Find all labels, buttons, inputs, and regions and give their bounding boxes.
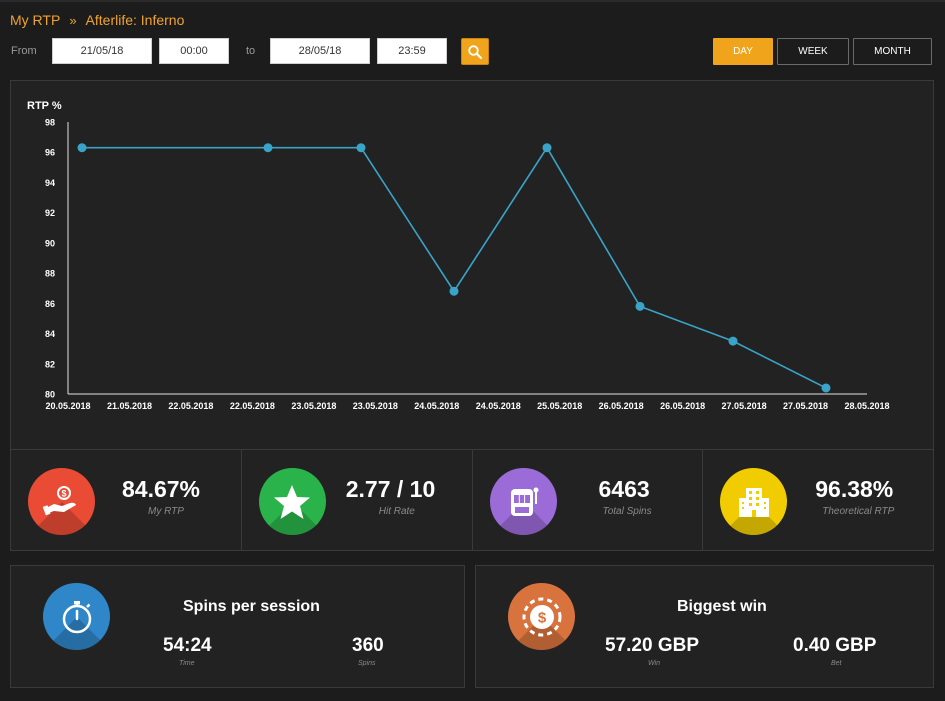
rtp-data-point — [635, 301, 645, 311]
y-tick-label: 80 — [45, 390, 55, 400]
x-tick-label: 27.05.2018 — [722, 401, 767, 411]
biggest-win-title: Biggest win — [677, 598, 767, 615]
slot-machine-icon — [489, 468, 557, 535]
x-tick-label: 28.05.2018 — [844, 401, 889, 411]
session-time-label: Time — [179, 660, 195, 667]
search-button[interactable] — [461, 38, 489, 65]
from-date-input[interactable] — [52, 38, 152, 64]
session-spins-label: Spins — [358, 660, 376, 667]
rtp-series-line — [82, 146, 827, 389]
x-tick-label: 23.05.2018 — [353, 401, 398, 411]
top-divider — [0, 0, 945, 2]
stopwatch-icon — [43, 583, 110, 650]
stat-my-rtp: $ 84.67% My RTP — [11, 450, 242, 550]
my-rtp-value: 84.67% — [122, 476, 201, 502]
stats-row: $ 84.67% My RTP 2.77 / 10 Hit Rate — [10, 449, 934, 551]
y-tick-label: 86 — [45, 299, 55, 309]
search-icon — [468, 44, 483, 59]
y-tick-label: 90 — [45, 238, 55, 248]
breadcrumb-current: Afterlife: Inferno — [85, 12, 185, 28]
to-date-input[interactable] — [270, 38, 370, 64]
theoretical-rtp-label: Theoretical RTP — [822, 506, 895, 517]
x-tick-label: 25.05.2018 — [537, 401, 582, 411]
spins-per-session-panel: Spins per session 54:24 Time 360 Spins — [10, 565, 465, 688]
stat-hit-rate: 2.77 / 10 Hit Rate — [242, 450, 473, 550]
total-spins-label: Total Spins — [602, 506, 652, 517]
y-tick-label: 98 — [45, 118, 55, 128]
x-tick-label: 26.05.2018 — [660, 401, 705, 411]
to-time-input[interactable] — [377, 38, 447, 64]
x-tick-label: 24.05.2018 — [414, 401, 459, 411]
from-label: From — [11, 45, 37, 57]
biggest-win-label: Win — [648, 660, 660, 667]
rtp-data-point — [449, 286, 459, 296]
to-label: to — [246, 45, 256, 57]
rtp-data-point — [356, 143, 366, 153]
total-spins-value: 6463 — [598, 476, 650, 502]
rtp-data-point — [542, 143, 552, 153]
x-tick-label: 24.05.2018 — [476, 401, 521, 411]
svg-text:$: $ — [61, 488, 66, 498]
period-month-button[interactable]: MONTH — [853, 38, 932, 65]
rtp-data-point — [263, 143, 273, 153]
y-axis-label: RTP % — [27, 100, 62, 112]
breadcrumb: My RTP » Afterlife: Inferno — [10, 12, 184, 28]
rtp-data-point — [728, 336, 738, 346]
y-tick-label: 94 — [45, 178, 55, 188]
x-tick-label: 22.05.2018 — [230, 401, 275, 411]
session-time-value: 54:24 — [163, 635, 212, 656]
period-week-button[interactable]: WEEK — [777, 38, 849, 65]
y-tick-label: 96 — [45, 148, 55, 158]
stat-theoretical-rtp: 96.38% Theoretical RTP — [703, 450, 933, 550]
x-tick-label: 22.05.2018 — [168, 401, 213, 411]
y-tick-label: 84 — [45, 329, 55, 339]
star-icon — [258, 468, 326, 535]
svg-text:$: $ — [537, 609, 546, 626]
casino-chip-icon: $ — [508, 583, 575, 650]
x-tick-label: 23.05.2018 — [291, 401, 336, 411]
biggest-win-panel: $ Biggest win 57.20 GBP Win 0.40 GBP Bet — [475, 565, 934, 688]
building-icon — [720, 468, 788, 535]
from-time-input[interactable] — [159, 38, 229, 64]
hit-rate-label: Hit Rate — [378, 506, 415, 517]
y-tick-label: 92 — [45, 208, 55, 218]
my-rtp-label: My RTP — [148, 506, 184, 517]
y-tick-label: 82 — [45, 359, 55, 369]
period-day-button[interactable]: DAY — [713, 38, 773, 65]
x-tick-label: 26.05.2018 — [599, 401, 644, 411]
x-tick-label: 27.05.2018 — [783, 401, 828, 411]
money-hand-icon: $ — [28, 468, 95, 535]
rtp-data-point — [821, 383, 831, 393]
stat-total-spins: 6463 Total Spins — [473, 450, 704, 550]
x-tick-label: 20.05.2018 — [45, 401, 90, 411]
breadcrumb-separator: » — [69, 12, 77, 28]
biggest-win-value: 57.20 GBP — [605, 635, 699, 656]
biggest-bet-label: Bet — [831, 660, 842, 667]
y-tick-label: 88 — [45, 269, 55, 279]
biggest-bet-value: 0.40 GBP — [793, 635, 877, 656]
x-tick-label: 21.05.2018 — [107, 401, 152, 411]
rtp-chart-panel: RTP % 80 82 84 86 88 90 92 94 96 98 20.05.2018 21.05… — [10, 80, 934, 451]
rtp-data-point — [77, 143, 87, 153]
spins-per-session-title: Spins per session — [183, 598, 320, 615]
rtp-line-chart: RTP % 80 82 84 86 88 90 92 94 96 98 20.05.2018 21.05… — [27, 100, 890, 411]
theoretical-rtp-value: 96.38% — [815, 476, 894, 502]
session-spins-value: 360 — [352, 635, 384, 656]
breadcrumb-root-link[interactable]: My RTP — [10, 12, 61, 28]
hit-rate-value: 2.77 / 10 — [345, 476, 436, 502]
